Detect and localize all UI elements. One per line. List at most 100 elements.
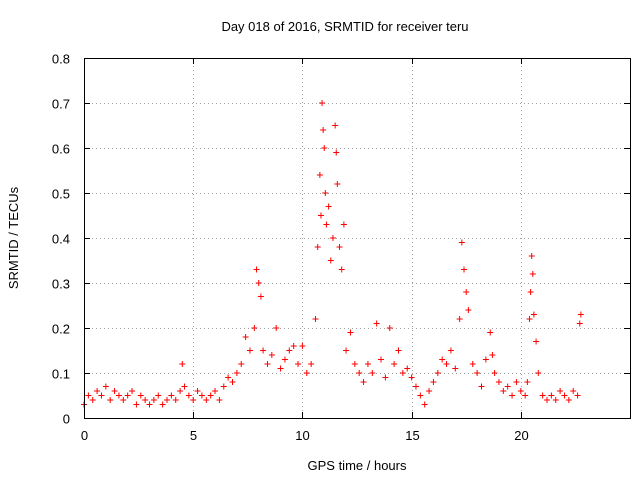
data-point [190, 397, 197, 403]
data-point [212, 388, 219, 394]
data-point [323, 221, 330, 228]
data-point [120, 397, 127, 403]
data-point [533, 338, 540, 345]
data-point [332, 122, 339, 129]
data-point [308, 361, 315, 367]
x-tick-label: 15 [405, 428, 419, 443]
data-point [343, 347, 350, 354]
data-point [225, 374, 232, 381]
data-point [299, 343, 306, 349]
data-point [185, 392, 192, 399]
y-tick-label: 0.7 [52, 97, 70, 112]
data-point [426, 388, 433, 394]
data-point [570, 388, 577, 394]
data-point [443, 361, 450, 367]
data-point [325, 203, 332, 210]
data-point [198, 392, 205, 399]
data-point [544, 397, 551, 403]
data-point [417, 392, 424, 399]
data-point [242, 334, 249, 340]
data-point [181, 383, 188, 390]
plot-frame [84, 58, 631, 419]
data-point [469, 361, 476, 367]
data-point [207, 392, 214, 399]
data-point [338, 266, 345, 273]
data-point [163, 397, 170, 403]
data-point [369, 370, 376, 376]
data-point [124, 392, 131, 399]
data-point [552, 397, 559, 403]
data-point [229, 379, 236, 385]
data-point [378, 356, 385, 363]
data-point [129, 388, 136, 394]
data-point [430, 379, 437, 385]
data-point [220, 383, 227, 390]
data-point [535, 370, 542, 376]
data-point [577, 311, 584, 318]
data-point [277, 365, 284, 372]
y-tick-label: 0.4 [52, 232, 70, 247]
data-point [447, 347, 454, 354]
data-point [474, 370, 481, 376]
data-point [522, 392, 529, 399]
data-point [526, 316, 533, 322]
data-point [233, 370, 240, 376]
data-point [334, 181, 341, 187]
data-point [102, 383, 109, 390]
data-point [500, 388, 507, 394]
data-point [312, 316, 319, 322]
data-point [159, 401, 166, 408]
data-point [322, 190, 329, 196]
y-tick-label: 0.6 [52, 142, 70, 157]
data-point [539, 392, 546, 399]
data-point [351, 361, 358, 367]
data-point [327, 257, 334, 264]
data-point [574, 392, 581, 399]
data-point [482, 356, 489, 363]
data-point [513, 379, 520, 385]
data-point [194, 388, 201, 394]
data-point [260, 347, 267, 354]
data-point [504, 383, 511, 390]
data-point [281, 356, 288, 363]
data-point [356, 370, 363, 376]
data-point [264, 361, 271, 367]
data-point [133, 401, 140, 408]
data-point [290, 343, 297, 349]
data-point [314, 244, 321, 250]
data-point [251, 325, 258, 331]
data-point [246, 347, 253, 354]
data-point [527, 289, 534, 295]
data-point [465, 307, 472, 313]
data-point [463, 289, 470, 295]
data-point [255, 280, 262, 286]
x-tick-label: 10 [295, 428, 309, 443]
data-point [336, 244, 343, 250]
data-point [155, 392, 162, 399]
data-point [89, 397, 96, 403]
y-axis-label: SRMTID / TECUs [6, 186, 21, 289]
data-point [142, 397, 149, 403]
data-point [434, 370, 441, 376]
data-point [495, 379, 502, 385]
data-point [172, 397, 179, 403]
data-point [295, 361, 302, 367]
data-point [150, 397, 157, 403]
data-point [439, 356, 446, 363]
data-point [98, 392, 105, 399]
data-point [557, 388, 564, 394]
data-points [81, 100, 584, 408]
data-point [491, 370, 498, 376]
data-point [408, 374, 415, 381]
data-point [456, 316, 463, 322]
x-axis-label: GPS time / hours [308, 458, 407, 473]
data-point [404, 365, 411, 372]
data-point [317, 212, 324, 219]
data-point [487, 329, 494, 336]
x-tick-label: 0 [81, 428, 88, 443]
data-point [253, 266, 260, 273]
data-point [216, 397, 223, 403]
data-point [399, 370, 406, 376]
data-point [452, 365, 459, 372]
data-point [177, 388, 184, 394]
